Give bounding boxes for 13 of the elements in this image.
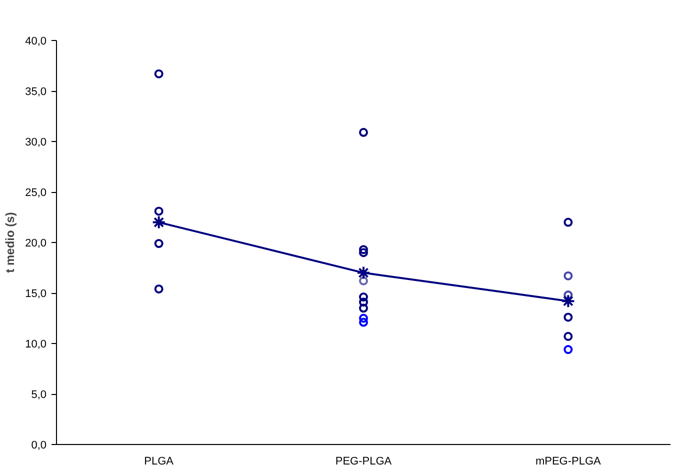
y-tick-label: 35,0 <box>25 86 47 98</box>
y-tick-label: 0,0 <box>31 440 47 452</box>
y-tick-label: 10,0 <box>25 338 47 350</box>
y-tick-label: 40,0 <box>25 36 47 48</box>
y-tick-label: 30,0 <box>25 136 47 148</box>
x-tick-label: PEG-PLGA <box>335 456 392 468</box>
y-axis-title: t medio (s) <box>3 212 18 273</box>
y-tick-label: 15,0 <box>25 288 47 300</box>
y-tick-label: 20,0 <box>25 238 47 250</box>
x-tick-label: mPEG-PLGA <box>535 456 602 468</box>
y-tick-label: 5,0 <box>31 389 47 401</box>
y-tick-label: 25,0 <box>25 187 47 199</box>
x-tick-label: PLGA <box>144 456 174 468</box>
